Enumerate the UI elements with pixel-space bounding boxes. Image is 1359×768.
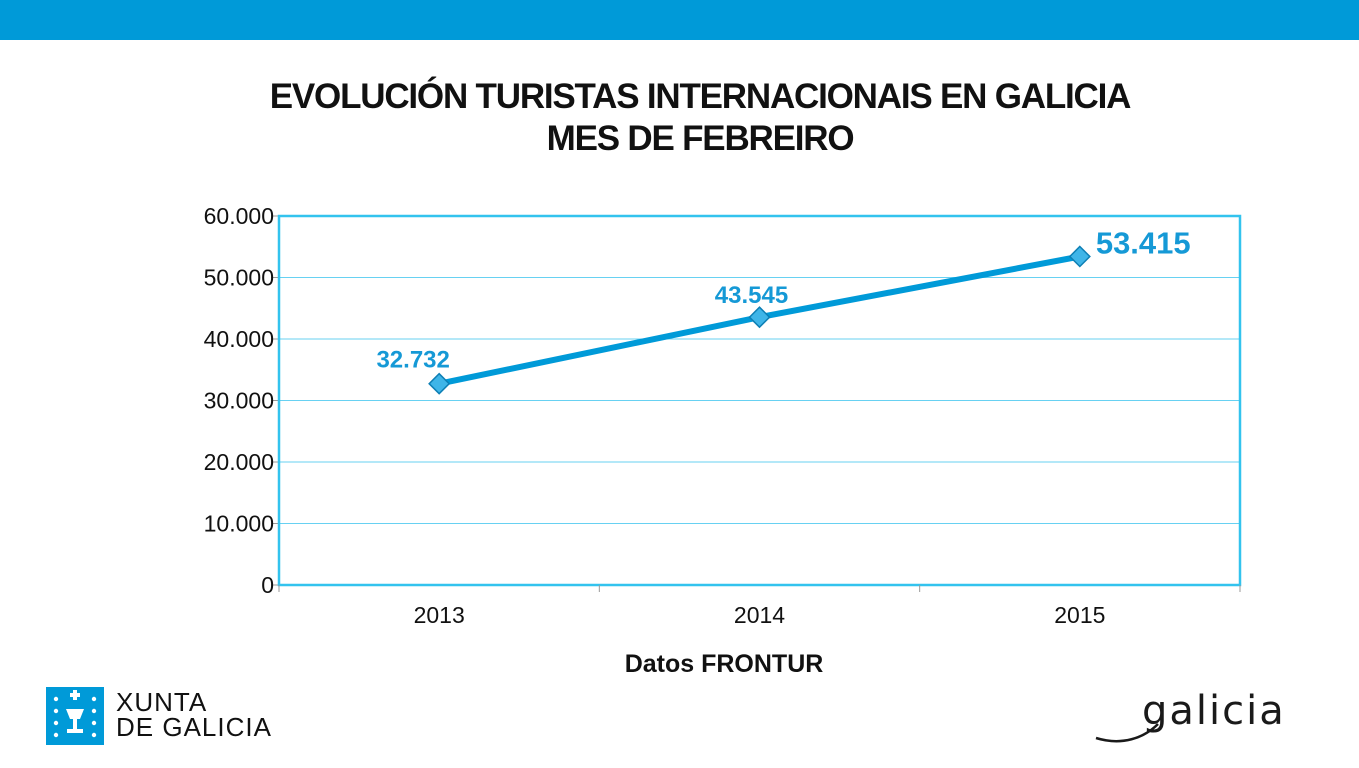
chart-title-line-2: MES DE FEBREIRO — [546, 119, 855, 158]
chart-title-line-1: EVOLUCIÓN TURISTAS INTERNACIONAIS EN GAL… — [269, 77, 1132, 116]
y-tick-label: 10.000 — [204, 511, 274, 537]
data-label: 53.415 — [1096, 225, 1191, 260]
axes: 0 10.000 20.000 30.000 40.000 50.000 60.000 201… — [204, 203, 1242, 628]
data-label: 32.732 — [376, 347, 449, 374]
y-tick-label: 40.000 — [204, 326, 274, 352]
data-point-marker — [428, 372, 451, 395]
galicia-logo: galicia — [1092, 688, 1322, 750]
galicia-wordmark: galicia — [1142, 688, 1286, 734]
galicia-swoosh-icon — [1095, 723, 1159, 743]
x-axis-label: Datos FRONTUR — [625, 650, 824, 678]
y-tick-label: 0 — [261, 572, 274, 598]
xunta-logo: XUNTA DE GALICIA — [46, 687, 306, 749]
chart-title: EVOLUCIÓN TURISTAS INTERNACIONAIS EN GAL… — [100, 76, 1300, 160]
y-tick-label: 50.000 — [204, 265, 274, 291]
data-point-marker — [748, 306, 771, 329]
series: 32.732 43.545 53.415 — [376, 225, 1191, 395]
xunta-wordmark-line-2: DE GALICIA — [116, 712, 272, 742]
y-tick-label: 20.000 — [204, 449, 274, 475]
top-band — [0, 0, 1359, 40]
y-tick-label: 60.000 — [204, 203, 274, 229]
data-label: 43.545 — [715, 282, 788, 309]
y-tick-label: 30.000 — [204, 388, 274, 414]
plot-frame — [277, 214, 1242, 587]
xunta-wordmark: XUNTA DE GALICIA — [116, 687, 272, 742]
xunta-wordmark-line-1: XUNTA — [116, 687, 208, 717]
data-point-marker — [1068, 245, 1091, 268]
x-tick-label: 2014 — [734, 602, 785, 628]
xunta-emblem-icon — [46, 687, 104, 745]
x-tick-label: 2015 — [1054, 602, 1105, 628]
x-tick-label: 2013 — [414, 602, 465, 628]
